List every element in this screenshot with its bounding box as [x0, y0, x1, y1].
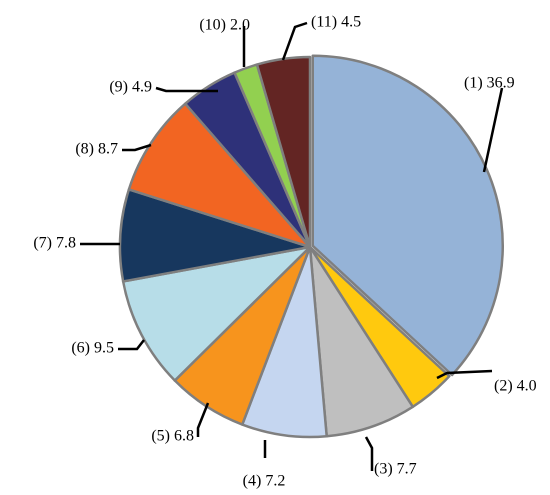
slice-label-11: (11) 4.5 [311, 14, 361, 31]
slice-label-2: (2) 4.0 [494, 378, 537, 395]
slice-label-1: (1) 36.9 [464, 75, 515, 92]
slice-label-5: (5) 6.8 [151, 428, 194, 445]
leader-line-3 [364, 436, 374, 471]
slice-labels: (1) 36.9 (2) 4.0 (3) 7.7 (4) 7.2 (5) 6.8 (6) … [33, 14, 536, 490]
pie-slice-8 [127, 102, 312, 249]
slice-label-10: (10) 2.0 [199, 17, 250, 34]
leader-line-1 [482, 87, 504, 173]
leader-line-8 [122, 143, 152, 152]
pie-slice-7 [118, 188, 312, 283]
leader-line-9 [155, 86, 218, 93]
slice-label-4: (4) 7.2 [243, 473, 286, 490]
pie-slice-3 [308, 245, 415, 438]
leader-lines [80, 21, 504, 471]
slice-label-9: (9) 4.9 [109, 79, 152, 96]
leader-line-2 [436, 369, 493, 380]
slice-label-7: (7) 7.8 [33, 235, 76, 252]
leader-line-5 [196, 402, 210, 437]
leader-line-6 [118, 339, 145, 351]
slice-label-6: (6) 9.5 [71, 340, 114, 357]
pie-slice-6 [121, 245, 312, 382]
slice-label-8: (8) 8.7 [75, 141, 118, 158]
pie-slice-1 [311, 54, 504, 377]
pie-slices [118, 54, 504, 439]
slice-label-3: (3) 7.7 [374, 461, 417, 478]
leader-line-11 [281, 21, 308, 61]
